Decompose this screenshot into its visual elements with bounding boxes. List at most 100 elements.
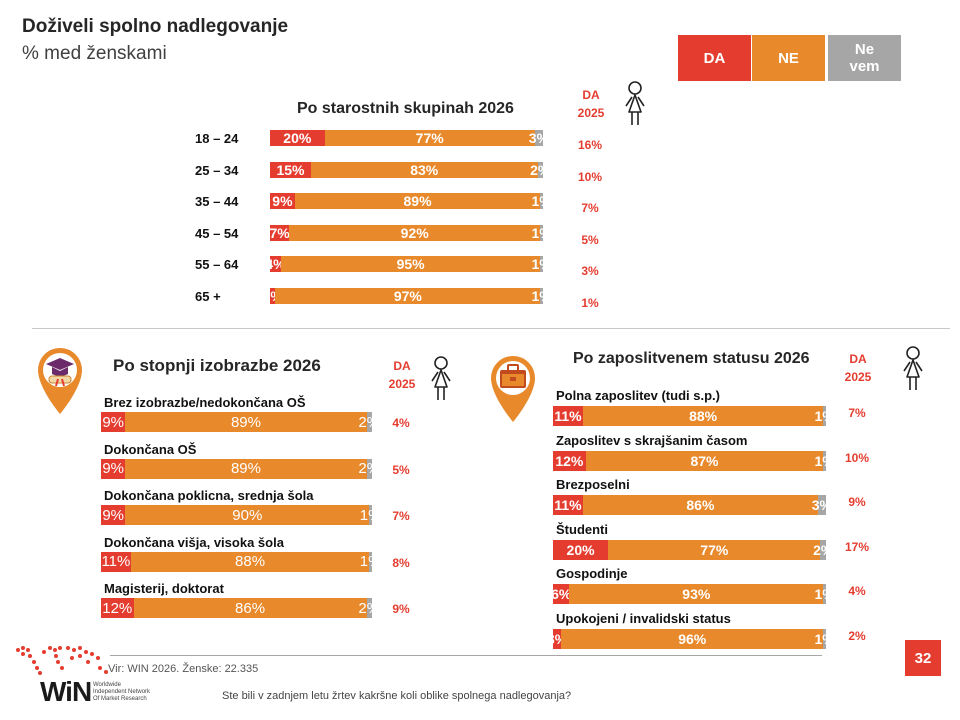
age-category-label: 45 – 54 (195, 225, 239, 241)
bar-segment-ne: 83% (310, 161, 538, 178)
stacked-bar: 11%86%3% (553, 495, 826, 515)
stacked-bar: 3%96%1% (553, 628, 826, 649)
bar-segment-ne-vem: 1% (360, 551, 372, 572)
education-category-label: Dokončana poklicna, srednja šola (104, 488, 314, 503)
bar-segment-ne-vem: 1% (815, 406, 826, 426)
bar-segment-ne: 86% (133, 598, 367, 618)
legend-da: DA (678, 35, 751, 81)
da-header-line1: DA (393, 359, 411, 373)
da2025-value: 5% (392, 462, 410, 477)
bar-segment-ne: 95% (280, 256, 541, 272)
stacked-bar: 11%88%1% (101, 551, 372, 572)
stacked-bar: 11%88%1% (553, 406, 826, 426)
education-chart-title: Po stopnji izobrazbe 2026 (113, 356, 321, 375)
stacked-bar: 7%92%1% (270, 224, 543, 241)
bar-segment-ne-vem: 1% (532, 224, 543, 241)
bar-segment-ne: 88% (583, 406, 824, 426)
education-category-label: Magisterij, doktorat (104, 581, 224, 596)
da2025-value: 8% (392, 555, 410, 570)
stacked-bar: 12%87%1% (553, 450, 826, 471)
briefcase-icon (487, 352, 539, 424)
logo-sub-line1: Worldwide (93, 682, 121, 688)
da2025-value: 5% (581, 232, 599, 247)
legend-ne: NE (752, 35, 825, 81)
bar-segment-ne-vem: 1% (815, 628, 826, 649)
da2025-value: 4% (392, 416, 410, 430)
page-subtitle: % med ženskami (22, 43, 167, 64)
da2025-value: 10% (577, 169, 603, 184)
da2025-value: 10% (844, 450, 870, 465)
age-da2025-header: DA 2025 (569, 86, 613, 122)
employment-chart-title: Po zaposlitvenem statusu 2026 (573, 350, 810, 367)
bar-segment-ne: 96% (561, 628, 824, 649)
da2025-value: 7% (581, 201, 599, 215)
da2025-value: 7% (848, 406, 866, 420)
stacked-bar: 15%83%2% (270, 161, 543, 178)
bar-segment-ne: 89% (294, 193, 541, 209)
employment-category-label: Študenti (556, 521, 608, 537)
female-person-icon (898, 344, 928, 394)
education-category-label: Dokončana višja, visoka šola (104, 534, 284, 550)
stacked-bar: 9%90%1% (101, 505, 372, 525)
bar-segment-ne-vem: 1% (532, 256, 543, 272)
legend-ne-vem: Ne vem (828, 35, 901, 81)
bar-segment-da: 12% (553, 450, 586, 471)
employment-category-label: Upokojeni / invalidski status (556, 610, 731, 626)
bar-segment-ne: 89% (125, 458, 367, 479)
stacked-bar: 12%86%2% (101, 598, 372, 618)
da2025-value: 3% (581, 264, 599, 278)
bar-segment-ne-vem: 2% (358, 458, 372, 479)
section-divider (32, 328, 950, 329)
bar-segment-ne-vem: 3% (529, 130, 543, 146)
stacked-bar: 9%89%1% (270, 193, 543, 209)
bar-segment-ne-vem: 2% (813, 539, 826, 560)
female-person-icon (620, 80, 650, 128)
win-world-map-logo: WiN Worldwide Independent Network Of Mar… (10, 640, 150, 715)
bar-segment-ne-vem: 2% (530, 161, 543, 178)
age-category-label: 65 + (195, 288, 221, 304)
da-header-line1: DA (849, 352, 867, 366)
graduation-cap-icon (34, 344, 86, 416)
bar-segment-da: 11% (553, 406, 584, 426)
age-category-label: 55 – 64 (195, 257, 239, 272)
bar-segment-ne: 92% (289, 224, 541, 241)
age-category-label: 35 – 44 (195, 194, 239, 209)
bar-segment-da: 9% (270, 193, 295, 209)
bar-segment-ne-vem: 1% (360, 505, 372, 525)
bar-segment-ne-vem: 1% (532, 193, 543, 209)
bar-segment-da: 12% (101, 598, 134, 618)
stacked-bar: 4%95%1% (270, 256, 543, 272)
logo-sub-line3: Of Market Research (93, 696, 147, 702)
age-category-label: 25 – 34 (195, 162, 239, 178)
logo-sub-line2: Independent Network (93, 689, 151, 695)
da2025-value: 9% (848, 495, 866, 509)
bar-segment-ne: 88% (130, 551, 370, 572)
bar-segment-ne: 77% (324, 130, 535, 146)
bar-segment-ne: 77% (608, 539, 821, 560)
bar-segment-ne: 89% (125, 412, 367, 432)
stacked-bar: 20%77%3% (270, 130, 543, 146)
employment-category-label: Brezposelni (556, 477, 630, 492)
bar-segment-da: 11% (553, 495, 584, 515)
logo-wordmark: WiN (40, 676, 92, 707)
bar-segment-ne-vem: 1% (815, 450, 826, 471)
bar-segment-ne: 93% (569, 584, 824, 604)
bar-segment-da: 11% (101, 551, 131, 572)
logo-subtext: Worldwide Independent Network Of Market … (93, 682, 150, 703)
bar-segment-ne: 90% (125, 505, 370, 525)
bar-segment-da: 20% (553, 539, 609, 560)
bar-segment-da: 4% (270, 256, 286, 272)
bar-segment-da: 7% (270, 224, 290, 241)
survey-question: Ste bili v zadnjem letu žrtev kakršne ko… (222, 690, 572, 702)
da2025-value: 16% (577, 138, 603, 152)
da2025-value: 7% (392, 509, 410, 523)
bar-segment-da: 9% (101, 412, 126, 432)
stacked-bar: 2%97%1% (270, 287, 543, 304)
stacked-bar: 9%89%2% (101, 412, 372, 432)
bar-segment-ne-vem: 1% (532, 287, 543, 304)
employment-category-label: Polna zaposlitev (tudi s.p.) (556, 388, 720, 403)
da-header-line2: 2025 (844, 370, 872, 384)
da2025-value: 1% (581, 295, 599, 310)
female-person-icon (426, 354, 456, 404)
employment-category-label: Zaposlitev s skrajšanim časom (556, 432, 748, 448)
